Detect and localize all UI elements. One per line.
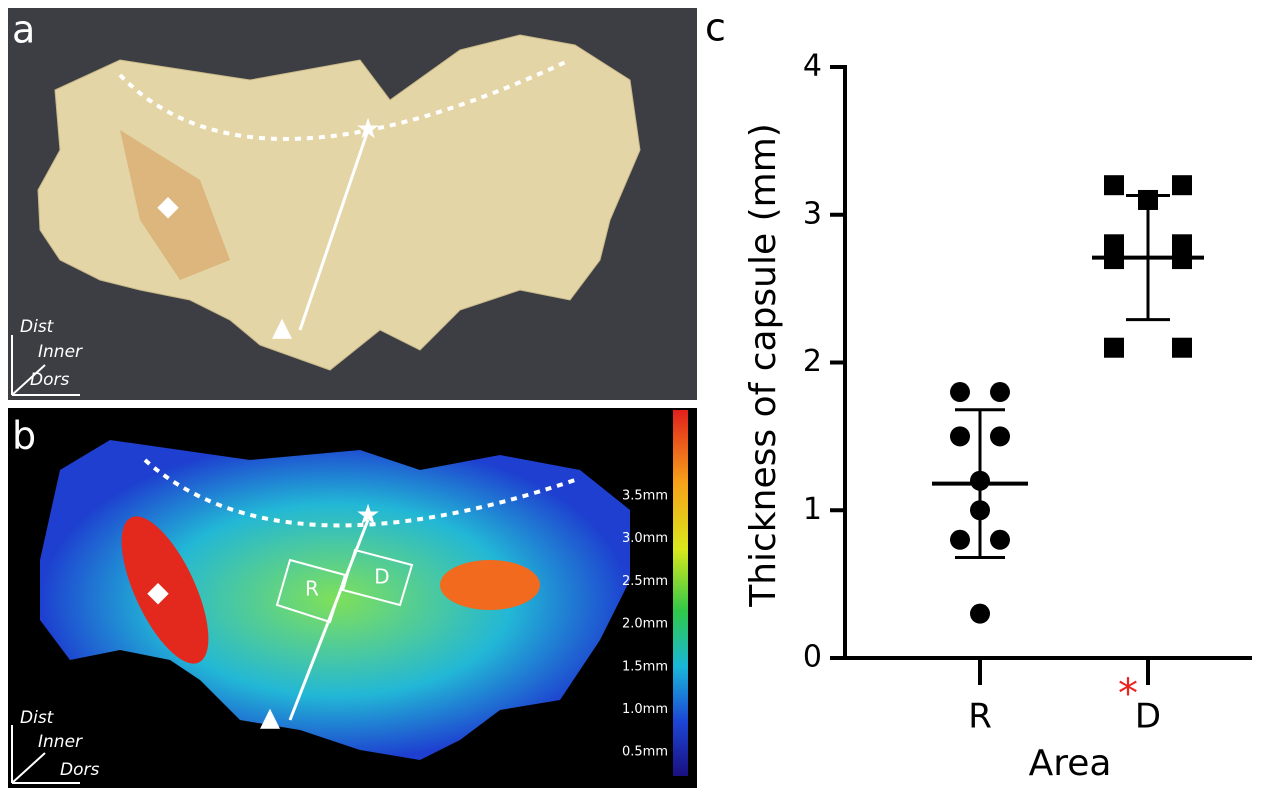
colorbar-label: 3.5mm (622, 489, 668, 504)
colorbar-label: 1.0mm (622, 702, 668, 717)
panel-a: ★ ▲ ◆ a Dist Inner Dors (8, 8, 697, 401)
colorbar (673, 410, 688, 776)
data-point (990, 382, 1010, 402)
orientation-label: Dors (60, 760, 99, 780)
figure: ★ ▲ ◆ a Dist Inner Dors ★ ▲ ◆ R D 3.5mm 3… (0, 0, 1266, 790)
triangle-icon: ▲ (272, 313, 292, 343)
orientation-label: Dist (20, 708, 55, 728)
data-point (1172, 175, 1192, 195)
colorbar-label: 3.0mm (622, 531, 668, 546)
data-point (970, 604, 990, 624)
colorbar-label: 0.5mm (622, 745, 668, 760)
y-tick-label: 3 (803, 196, 822, 231)
y-tick-label: 4 (803, 49, 822, 84)
colorbar-label: 1.5mm (622, 659, 668, 674)
diamond-icon: ◆ (157, 189, 179, 222)
data-point (990, 530, 1010, 550)
orientation-label: Inner (38, 732, 83, 752)
y-tick-label: 1 (803, 492, 822, 527)
orientation-label: Dist (20, 317, 55, 337)
data-point (950, 530, 970, 550)
y-axis-label: Thickness of capsule (mm) (743, 123, 784, 608)
data-point (1104, 338, 1124, 358)
data-point (990, 426, 1010, 446)
colorbar-label: 2.5mm (622, 574, 668, 589)
triangle-icon: ▲ (260, 703, 280, 733)
x-tick-label: R (968, 697, 992, 737)
orientation-label: Inner (38, 342, 83, 362)
panel-label: b (12, 414, 36, 458)
panel-label: c (705, 6, 726, 50)
data-point (950, 426, 970, 446)
orientation-label: Dors (30, 370, 69, 390)
roi-label: D (374, 565, 389, 589)
x-tick-label: D (1135, 697, 1161, 737)
data-point (1104, 175, 1124, 195)
star-icon: ★ (355, 498, 380, 531)
panel-label: a (12, 8, 35, 52)
panel-b: ★ ▲ ◆ R D 3.5mm 3.0mm 2.5mm 2.0mm 1.5mm 1.0mm… (8, 408, 697, 788)
roi-label: R (305, 577, 319, 601)
y-tick-label: 2 (803, 344, 822, 379)
diamond-icon: ◆ (147, 575, 169, 608)
annotation: * (1118, 671, 1138, 717)
data-point (1172, 338, 1192, 358)
heat-hotspot (440, 560, 540, 610)
panel-c: c Thickness of capsule (mm) Area 0 1 2 3 4 R D… (705, 6, 1252, 785)
y-tick-label: 0 (803, 640, 822, 675)
x-axis-label: Area (1029, 743, 1112, 784)
colorbar-label: 2.0mm (622, 617, 668, 632)
data-point (950, 382, 970, 402)
star-icon: ★ (355, 112, 380, 145)
